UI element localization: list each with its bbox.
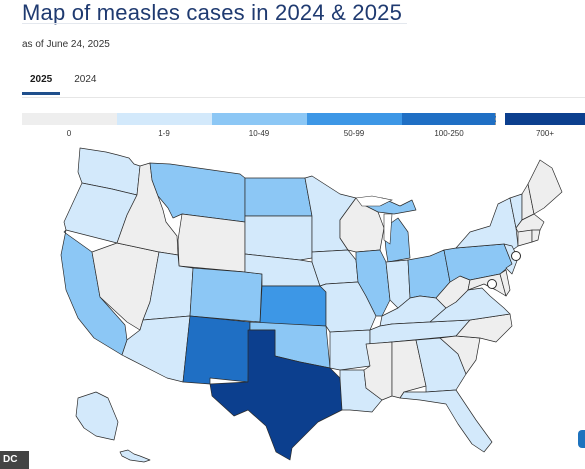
legend-label-100-250: 100-250 — [434, 129, 464, 138]
corner-badge: DC — [0, 451, 29, 469]
state-az[interactable] — [121, 315, 191, 383]
tab-2024[interactable]: 2024 — [74, 74, 97, 85]
state-ar[interactable] — [329, 329, 371, 371]
legend-swatch-100-250 — [402, 113, 496, 125]
state-nd[interactable] — [244, 177, 313, 217]
tab-2025[interactable]: 2025 — [22, 74, 61, 95]
legend-swatch-10-49 — [212, 113, 307, 125]
scroll-handle[interactable] — [578, 430, 585, 448]
state-ia[interactable] — [311, 249, 359, 287]
legend-swatch-700-plus — [505, 113, 585, 125]
color-legend: 0 1-9 10-49 50-99 100-250 700+ — [22, 113, 585, 138]
legend-label-700-plus: 700+ — [535, 129, 555, 138]
state-tx[interactable] — [209, 329, 343, 461]
state-de[interactable] — [499, 269, 511, 297]
legend-break — [495, 113, 496, 125]
state-nm[interactable] — [182, 315, 251, 385]
state-ak[interactable] — [75, 391, 119, 441]
legend-label-1-9: 1-9 — [158, 129, 170, 138]
lake-michigan — [383, 213, 393, 245]
page-title: Map of measles cases in 2024 & 2025 — [22, 0, 403, 25]
lake-superior — [355, 195, 393, 207]
legend-swatch-0 — [22, 113, 117, 125]
legend-label-10-49: 10-49 — [248, 129, 270, 138]
marker-circle-dc[interactable] — [487, 279, 497, 289]
state-hi[interactable] — [119, 449, 151, 463]
state-me[interactable] — [527, 159, 563, 215]
state-ri[interactable] — [531, 229, 541, 243]
state-wy[interactable] — [177, 213, 246, 273]
legend-swatch-1-9 — [117, 113, 212, 125]
state-ks[interactable] — [259, 285, 327, 327]
state-ny[interactable] — [455, 197, 519, 253]
year-tabs: 2025 2024 — [22, 74, 105, 95]
tabs-divider — [22, 97, 585, 98]
state-fl[interactable] — [399, 389, 493, 453]
state-co[interactable] — [189, 267, 263, 323]
state-il[interactable] — [355, 249, 391, 317]
legend-label-0: 0 — [66, 129, 72, 138]
state-mo[interactable] — [319, 281, 377, 333]
title-divider — [22, 23, 407, 24]
state-ct[interactable] — [517, 229, 533, 247]
legend-swatch-50-99 — [307, 113, 402, 125]
marker-circle-nyc[interactable] — [511, 251, 521, 261]
legend-label-50-99: 50-99 — [343, 129, 365, 138]
as-of-date: as of June 24, 2025 — [22, 39, 110, 50]
state-sd[interactable] — [244, 215, 313, 261]
state-mt[interactable] — [149, 162, 246, 223]
